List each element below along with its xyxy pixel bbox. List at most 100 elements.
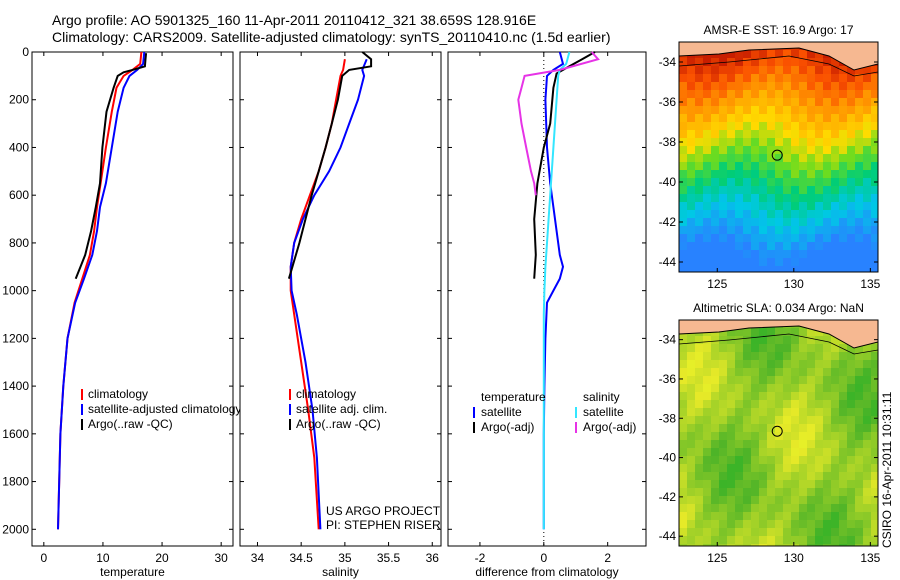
field-cell [743, 74, 751, 82]
field-cell [719, 138, 727, 146]
field-cell [727, 456, 735, 464]
legend-header: temperature [481, 390, 546, 404]
field-cell [831, 376, 839, 384]
field-cell [847, 496, 855, 504]
field-cell [703, 512, 711, 520]
field-cell [839, 90, 847, 98]
field-cell [855, 98, 863, 106]
field-cell [831, 130, 839, 138]
field-cell [703, 392, 711, 400]
field-cell [807, 488, 815, 496]
field-cell [695, 464, 703, 472]
field-cell [831, 528, 839, 536]
field-cell [791, 258, 799, 266]
field-cell [719, 50, 727, 58]
field-cell [815, 376, 823, 384]
field-cell [839, 456, 847, 464]
field-cell [807, 440, 815, 448]
field-cell [759, 202, 767, 210]
ytick-label: -38 [659, 411, 677, 425]
field-cell [687, 66, 695, 74]
field-cell [695, 138, 703, 146]
field-cell [759, 178, 767, 186]
xtick-label: 30 [214, 551, 228, 565]
field-cell [775, 154, 783, 162]
field-cell [743, 480, 751, 488]
field-cell [687, 138, 695, 146]
field-cell [679, 344, 687, 352]
field-cell [783, 202, 791, 210]
field-cell [751, 480, 759, 488]
field-cell [863, 344, 871, 352]
field-cell [775, 472, 783, 480]
xtick-label: 20 [155, 551, 169, 565]
field-cell [743, 194, 751, 202]
field-cell [735, 352, 743, 360]
field-cell [815, 162, 823, 170]
field-cell [759, 58, 767, 66]
field-cell [807, 352, 815, 360]
field-cell [815, 344, 823, 352]
field-cell [727, 520, 735, 528]
field-cell [815, 400, 823, 408]
field-cell [735, 504, 743, 512]
field-cell [695, 154, 703, 162]
field-cell [807, 114, 815, 122]
field-cell [727, 400, 735, 408]
field-cell [743, 226, 751, 234]
field-cell [703, 58, 711, 66]
field-cell [791, 392, 799, 400]
field-cell [807, 336, 815, 344]
field-cell [759, 114, 767, 122]
field-cell [831, 448, 839, 456]
field-cell [799, 122, 807, 130]
field-cell [847, 384, 855, 392]
field-cell [823, 154, 831, 162]
field-cell [695, 122, 703, 130]
field-cell [711, 138, 719, 146]
field-cell [687, 512, 695, 520]
field-cell [847, 480, 855, 488]
field-cell [743, 384, 751, 392]
field-cell [807, 328, 815, 336]
field-cell [687, 544, 695, 546]
field-cell [791, 210, 799, 218]
field-cell [783, 448, 791, 456]
field-cell [727, 480, 735, 488]
ytick-label: 600 [9, 188, 29, 202]
field-cell [815, 328, 823, 336]
field-cell [687, 194, 695, 202]
field-cell [743, 250, 751, 258]
field-cell [679, 448, 687, 456]
field-cell [719, 496, 727, 504]
field-cell [703, 178, 711, 186]
field-cell [791, 66, 799, 74]
field-cell [799, 210, 807, 218]
field-cell [799, 520, 807, 528]
field-cell [759, 416, 767, 424]
field-cell [783, 210, 791, 218]
field-cell [863, 138, 871, 146]
field-cell [839, 82, 847, 90]
field-cell [751, 194, 759, 202]
field-cell [695, 528, 703, 536]
field-cell [847, 210, 855, 218]
field-cell [703, 376, 711, 384]
field-cell [743, 234, 751, 242]
field-cell [815, 520, 823, 528]
field-cell [791, 218, 799, 226]
field-cell [807, 234, 815, 242]
field-cell [679, 504, 687, 512]
field-cell [711, 504, 719, 512]
field-cell [839, 400, 847, 408]
field-cell [751, 496, 759, 504]
field-cell [727, 344, 735, 352]
xtick-label: 125 [707, 277, 727, 291]
field-cell [727, 66, 735, 74]
field-cell [799, 130, 807, 138]
field-cell [751, 528, 759, 536]
field-cell [703, 218, 711, 226]
field-cell [703, 424, 711, 432]
field-cell [767, 154, 775, 162]
field-cell [743, 178, 751, 186]
